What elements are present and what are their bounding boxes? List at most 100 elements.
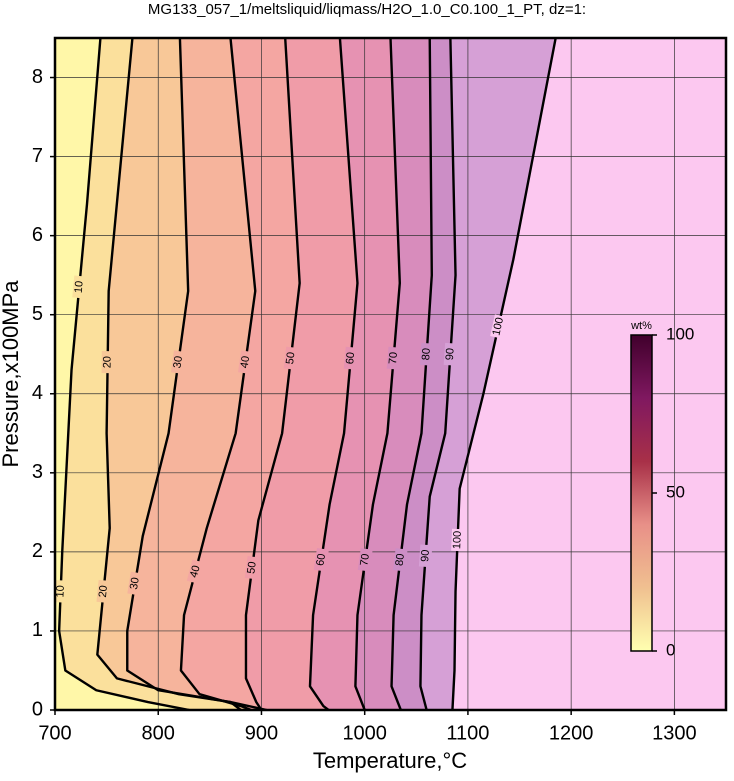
contour-label-group: 80 bbox=[419, 342, 434, 366]
y-tick-label: 4 bbox=[32, 382, 43, 404]
x-tick-label: 1300 bbox=[652, 722, 697, 744]
y-axis-label: Pressure,x100MPa bbox=[0, 280, 23, 468]
plot-frame bbox=[53, 36, 728, 712]
y-tick-label: 3 bbox=[32, 461, 43, 483]
contour-label-bg bbox=[170, 350, 186, 374]
contour-label-group: 50 bbox=[244, 556, 260, 580]
contour-label-bg bbox=[418, 544, 433, 568]
contour-line bbox=[419, 38, 457, 710]
colorbar-label: wt% bbox=[630, 320, 652, 332]
label-layer: 10 10 20 20 30 30 40 40 50 50 60 60 70 70 80 80 90 90 100 1… bbox=[54, 275, 507, 603]
contour-label: 90 bbox=[419, 549, 432, 562]
contour-label: 30 bbox=[128, 576, 142, 590]
contour-label-bg bbox=[96, 579, 111, 603]
colorbar-tick-label: 100 bbox=[666, 324, 694, 343]
contour-label-group: 40 bbox=[186, 559, 204, 584]
contour-line bbox=[354, 38, 401, 710]
contour-label-group: 70 bbox=[357, 548, 373, 572]
contour-label-bg bbox=[490, 314, 507, 339]
contour-label: 30 bbox=[171, 355, 185, 369]
contour-label-group: 30 bbox=[170, 350, 186, 374]
contour-label-group: 100 bbox=[451, 528, 465, 552]
contour-label-group: 100 bbox=[490, 314, 507, 339]
contour-label-bg bbox=[238, 350, 253, 374]
contour-label: 80 bbox=[394, 553, 407, 567]
x-tick-label: 800 bbox=[142, 722, 175, 744]
contour-label-bg bbox=[127, 571, 143, 596]
contour-label-bg bbox=[419, 342, 434, 366]
colorbar-tick-label: 0 bbox=[666, 640, 675, 659]
y-tick-label: 6 bbox=[32, 224, 43, 246]
fill-band bbox=[309, 38, 400, 710]
colorbar-body bbox=[630, 334, 653, 652]
fill-band bbox=[180, 38, 300, 710]
fill-band bbox=[452, 38, 726, 710]
fill-layer bbox=[55, 38, 726, 710]
contour-label-group: 50 bbox=[283, 346, 299, 370]
x-tick-label: 1000 bbox=[342, 722, 387, 744]
contour-label-bg bbox=[54, 580, 68, 603]
fill-band bbox=[55, 38, 190, 710]
contour-label-group: 90 bbox=[443, 342, 458, 366]
x-tick-label: 700 bbox=[38, 722, 71, 744]
contour-label-group: 90 bbox=[418, 544, 433, 568]
contour-label: 100 bbox=[451, 531, 464, 550]
contour-label: 50 bbox=[284, 351, 297, 365]
contour-label-group: 80 bbox=[393, 548, 408, 572]
contour-line bbox=[451, 38, 557, 710]
chart-title: MG133_057_1/meltsliquid/liqmass/H2O_1.0_… bbox=[148, 1, 586, 18]
contour-label-group: 40 bbox=[238, 350, 253, 374]
contour-label: 80 bbox=[420, 348, 433, 361]
contour-label-group: 10 bbox=[54, 580, 68, 603]
y-tick-label: 0 bbox=[32, 698, 43, 720]
contour-layer bbox=[57, 38, 557, 710]
fill-band bbox=[97, 38, 267, 710]
contour-label-group: 30 bbox=[127, 571, 143, 596]
contour-label-bg bbox=[386, 346, 401, 370]
contour-label-bg bbox=[451, 528, 465, 552]
contour-label: 70 bbox=[387, 352, 400, 365]
contour-label: 20 bbox=[101, 356, 113, 368]
contour-label: 70 bbox=[358, 553, 372, 567]
contour-label: 100 bbox=[490, 316, 506, 337]
y-tick-label: 7 bbox=[32, 145, 43, 167]
y-tick-label: 2 bbox=[32, 540, 43, 562]
y-tick-label: 8 bbox=[32, 66, 43, 88]
x-axis-label: Temperature,°C bbox=[313, 748, 467, 773]
contour-label-bg bbox=[313, 548, 329, 572]
contour-line bbox=[179, 38, 257, 710]
contour-label-bg bbox=[343, 346, 358, 370]
contour-line bbox=[390, 38, 433, 710]
y-tick-label: 1 bbox=[32, 619, 43, 641]
fill-band bbox=[59, 38, 241, 710]
contour-label-bg bbox=[186, 559, 204, 584]
contour-label: 50 bbox=[245, 561, 258, 575]
colorbar-tick-label: 50 bbox=[666, 482, 685, 501]
fill-band bbox=[391, 38, 456, 710]
contour-line bbox=[126, 38, 267, 710]
contour-label: 40 bbox=[239, 355, 253, 369]
colorbar: wt% 0 50 100 bbox=[630, 320, 694, 660]
x-tick-label: 1100 bbox=[446, 722, 489, 744]
contour-label: 60 bbox=[314, 553, 328, 567]
contour-label-group: 20 bbox=[96, 579, 111, 603]
contour-label-bg bbox=[101, 351, 114, 374]
contour-label-group: 60 bbox=[343, 346, 358, 370]
contour-line bbox=[57, 38, 190, 710]
contour-label-bg bbox=[357, 548, 373, 572]
contour-label-group: 70 bbox=[386, 346, 401, 370]
contour-label: 40 bbox=[188, 564, 203, 579]
contour-label-bg bbox=[72, 275, 87, 299]
contour-label-group: 60 bbox=[313, 548, 329, 572]
contour-label-bg bbox=[283, 346, 299, 370]
contour-label: 20 bbox=[97, 585, 110, 598]
contour-label-group: 10 bbox=[72, 275, 87, 299]
y-tick-label: 5 bbox=[32, 303, 43, 325]
x-tick-label: 900 bbox=[245, 722, 278, 744]
contour-label: 10 bbox=[54, 585, 66, 598]
contour-label-bg bbox=[244, 556, 260, 580]
contour-label: 60 bbox=[344, 352, 357, 365]
contour-label-bg bbox=[443, 342, 458, 366]
